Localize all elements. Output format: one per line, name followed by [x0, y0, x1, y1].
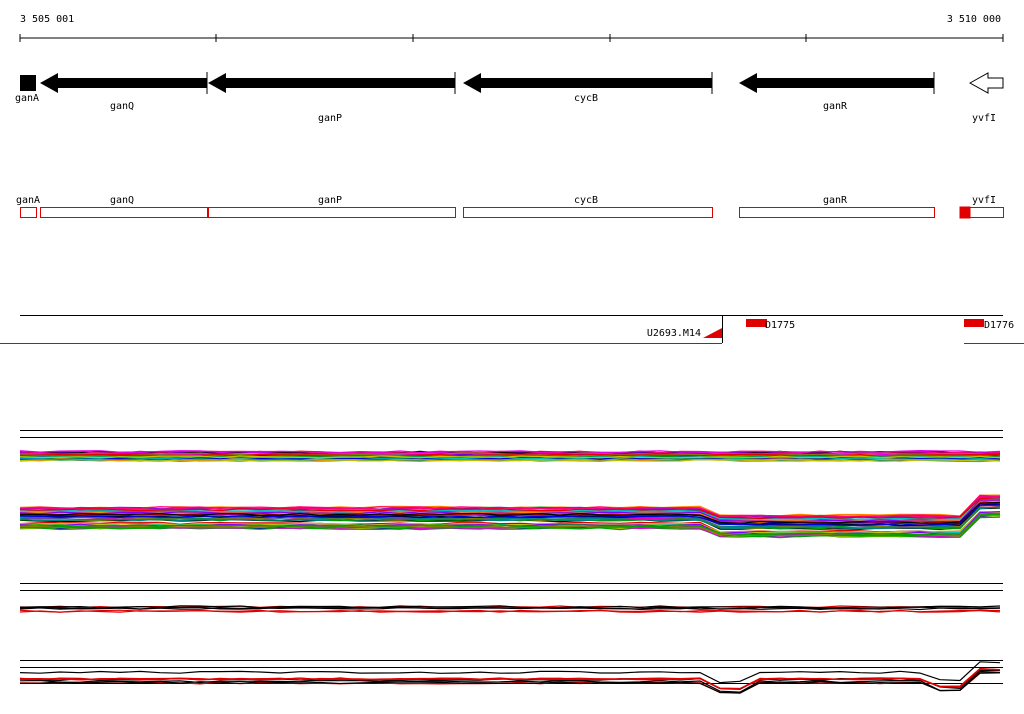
feature-label: D1776: [984, 320, 1014, 331]
expression-line: [19, 605, 1001, 609]
gene-label: yvfI: [972, 113, 996, 124]
gene-track: [20, 72, 1004, 94]
expression-line: [19, 495, 1001, 518]
expression-line: [19, 499, 1001, 523]
ruler-end: 3 510 000: [947, 14, 1001, 25]
expression-line: [19, 506, 1001, 530]
feature-track: [0, 315, 1024, 344]
transcript-label: ganP: [318, 195, 342, 206]
transcript-label: ganQ: [110, 195, 134, 206]
expression-line: [20, 668, 1001, 690]
transcript-label: ganA: [16, 195, 40, 206]
expression-line: [19, 455, 1001, 459]
expression-line: [19, 513, 1001, 536]
feature-label: D1775: [765, 320, 795, 331]
expression-line: [19, 449, 1001, 454]
gene-label: ganR: [823, 101, 848, 112]
expression-frames: [20, 430, 1003, 684]
ruler: [19, 34, 1004, 42]
expression-line: [19, 504, 1001, 527]
gene-label: ganA: [15, 93, 39, 104]
expression-line: [19, 504, 1001, 528]
feature-label: U2693.M14: [647, 328, 701, 339]
transcript-label: ganR: [823, 195, 848, 206]
expression-line: [19, 670, 1001, 693]
gene-label: ganP: [318, 113, 342, 124]
expression-line: [19, 606, 1001, 610]
ruler-start: 3 505 001: [20, 14, 74, 25]
expression-line: [20, 456, 1001, 460]
gene-label: cycB: [574, 93, 598, 104]
expression-line: [19, 452, 1001, 456]
expression-line: [19, 609, 1001, 613]
expression-line: [19, 497, 1001, 520]
transcript-label: yvfI: [972, 195, 996, 206]
gene-label: ganQ: [110, 101, 134, 112]
transcript-label: cycB: [574, 195, 598, 206]
expression-line: [19, 501, 1001, 524]
expression-profiles: [19, 449, 1001, 694]
expression-line: [19, 661, 1001, 684]
transcript-track: [20, 206, 1004, 219]
